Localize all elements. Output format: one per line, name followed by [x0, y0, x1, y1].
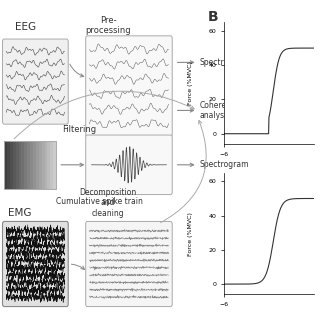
Bar — [7, 141, 10, 189]
Text: Filtering: Filtering — [62, 125, 96, 134]
Text: Spectrogram: Spectrogram — [200, 58, 249, 67]
Bar — [47, 141, 50, 189]
Text: Spectrogram: Spectrogram — [200, 160, 249, 169]
FancyBboxPatch shape — [86, 36, 172, 137]
Bar — [50, 141, 53, 189]
FancyBboxPatch shape — [3, 39, 68, 124]
FancyBboxPatch shape — [3, 221, 68, 307]
Bar — [36, 141, 39, 189]
Bar — [4, 141, 7, 189]
Text: Cumulative spike train: Cumulative spike train — [56, 197, 143, 206]
Bar — [19, 141, 21, 189]
Text: B: B — [207, 10, 218, 24]
Bar — [30, 141, 33, 189]
Text: Decomposition
and
cleaning: Decomposition and cleaning — [80, 188, 137, 218]
Y-axis label: Force (%MVC): Force (%MVC) — [188, 61, 193, 105]
Bar — [33, 141, 36, 189]
Bar — [27, 141, 30, 189]
Bar — [10, 141, 13, 189]
Text: EEG: EEG — [15, 22, 36, 32]
Bar — [39, 141, 42, 189]
Bar — [4, 141, 56, 189]
Bar — [21, 141, 24, 189]
Text: Coherence
analysis: Coherence analysis — [200, 101, 240, 120]
Bar — [16, 141, 19, 189]
Y-axis label: Force (%MVC): Force (%MVC) — [188, 212, 193, 256]
Bar — [24, 141, 27, 189]
Text: EMG: EMG — [8, 208, 31, 218]
FancyBboxPatch shape — [86, 221, 172, 307]
Bar — [13, 141, 16, 189]
Bar — [53, 141, 56, 189]
Bar — [42, 141, 44, 189]
Bar — [44, 141, 47, 189]
Text: Pre-
processing: Pre- processing — [85, 16, 131, 35]
FancyBboxPatch shape — [86, 135, 172, 195]
